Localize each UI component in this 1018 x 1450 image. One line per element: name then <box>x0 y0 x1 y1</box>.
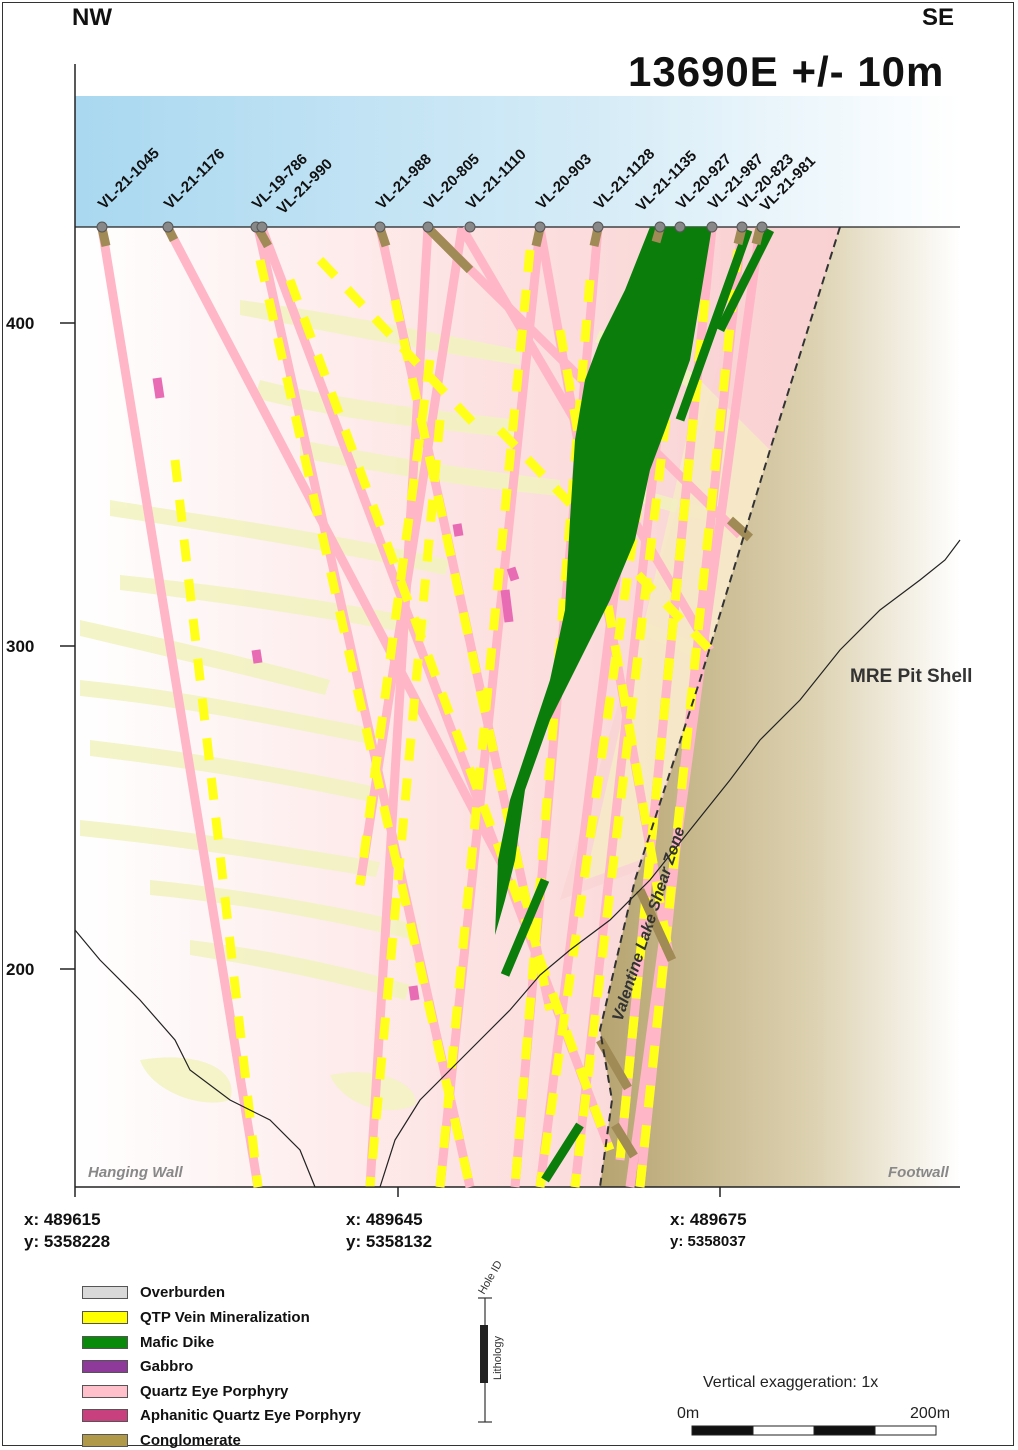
legend-swatch <box>82 1359 128 1373</box>
coord-x: x: 489645 <box>346 1210 423 1229</box>
air-band <box>75 96 960 227</box>
mafic-dike-splays <box>500 227 775 1183</box>
scale-bar <box>691 1425 937 1436</box>
x-axis-ticks <box>74 1187 721 1197</box>
legend-item: Mafic Dike <box>82 1333 214 1351</box>
legend-swatch <box>82 1433 128 1447</box>
coord-y: y: 5358037 <box>670 1233 746 1250</box>
hole-id-legend-label: Hole ID <box>476 1259 505 1297</box>
coord-y: y: 5358228 <box>24 1232 111 1251</box>
coord-y: y: 5358132 <box>346 1232 433 1251</box>
vertical-exaggeration: Vertical exaggeration: 1x <box>703 1374 879 1391</box>
scale-end-label: 200m <box>910 1405 951 1422</box>
hole-legend-schematic: Hole ID Lithology <box>476 1259 505 1423</box>
pit-shell-label: MRE Pit Shell <box>850 666 972 687</box>
se-label: SE <box>922 4 955 31</box>
hanging-wall-label: Hanging Wall <box>88 1164 184 1181</box>
legend-label: Gabbro <box>140 1357 194 1375</box>
legend-label: Aphanitic Quartz Eye Porphyry <box>140 1406 361 1424</box>
pit-shell-line <box>74 539 961 1188</box>
legend-swatch <box>82 1384 128 1398</box>
y-tick-200: 200 <box>6 960 35 979</box>
aqep-intervals <box>152 377 520 1001</box>
coord-block: x: 489675 y: 5358037 <box>670 1209 747 1253</box>
nw-label: NW <box>72 4 112 31</box>
legend-label: QTP Vein Mineralization <box>140 1308 310 1326</box>
y-tick-300: 300 <box>6 637 35 656</box>
y-tick-400: 400 <box>6 314 35 333</box>
legend-item: Quartz Eye Porphyry <box>82 1382 288 1400</box>
coord-block: x: 489645 y: 5358132 <box>346 1209 432 1253</box>
legend-label: Overburden <box>140 1283 226 1301</box>
legend-swatch <box>82 1408 128 1422</box>
section-title: 13690E +/- 10m <box>628 48 945 95</box>
coord-x: x: 489675 <box>670 1210 747 1229</box>
lithology-legend-label: Lithology <box>492 1335 504 1380</box>
mafic-dike <box>495 227 712 935</box>
coord-x: x: 489615 <box>24 1210 101 1229</box>
legend-label: Quartz Eye Porphyry <box>140 1382 289 1400</box>
legend-swatch <box>82 1310 128 1324</box>
legend-swatch <box>82 1285 128 1299</box>
legend-item: QTP Vein Mineralization <box>82 1308 310 1326</box>
hole-collars <box>96 221 768 233</box>
legend-label: Conglomerate <box>140 1431 241 1449</box>
footwall-domain <box>600 227 960 1187</box>
hole-trace <box>97 227 263 1188</box>
legend-item: Gabbro <box>82 1357 193 1375</box>
legend-label: Mafic Dike <box>140 1333 215 1351</box>
legend-swatch <box>82 1335 128 1349</box>
hole-trace <box>625 227 765 1188</box>
legend-item: Conglomerate <box>82 1431 241 1449</box>
scale-start-label: 0m <box>677 1405 700 1422</box>
legend-item: Overburden <box>82 1283 225 1301</box>
coord-block: x: 489615 y: 5358228 <box>24 1209 110 1253</box>
footwall-label: Footwall <box>888 1164 950 1181</box>
hole-trace <box>164 225 509 873</box>
y-axis-ticks <box>60 322 75 970</box>
legend-item: Aphanitic Quartz Eye Porphyry <box>82 1406 361 1424</box>
